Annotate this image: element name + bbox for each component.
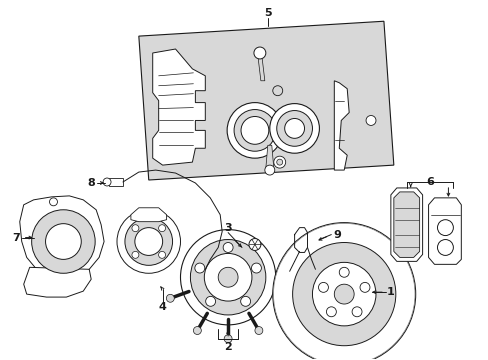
Circle shape <box>226 103 282 158</box>
Circle shape <box>49 198 57 206</box>
Text: 6: 6 <box>426 177 434 187</box>
Circle shape <box>205 296 215 306</box>
Polygon shape <box>257 56 264 81</box>
Text: 4: 4 <box>159 302 166 312</box>
Circle shape <box>334 284 353 304</box>
Circle shape <box>272 223 415 360</box>
Circle shape <box>359 282 369 292</box>
Circle shape <box>180 230 275 325</box>
Polygon shape <box>152 49 205 165</box>
Polygon shape <box>24 267 91 297</box>
Polygon shape <box>139 21 393 180</box>
Circle shape <box>166 294 174 302</box>
Circle shape <box>240 296 250 306</box>
Circle shape <box>253 47 265 59</box>
Circle shape <box>351 307 361 317</box>
Polygon shape <box>131 208 166 222</box>
Circle shape <box>437 239 452 255</box>
Circle shape <box>318 282 328 292</box>
Circle shape <box>366 116 375 125</box>
Circle shape <box>193 327 201 334</box>
Circle shape <box>218 267 238 287</box>
Circle shape <box>117 210 180 273</box>
Text: 3: 3 <box>224 222 231 233</box>
Circle shape <box>103 178 111 186</box>
Circle shape <box>437 220 452 235</box>
Polygon shape <box>427 198 460 264</box>
Circle shape <box>269 104 319 153</box>
Polygon shape <box>390 188 422 261</box>
Circle shape <box>276 159 282 165</box>
Circle shape <box>224 335 232 343</box>
Circle shape <box>158 225 165 232</box>
Polygon shape <box>265 145 273 168</box>
Circle shape <box>158 251 165 258</box>
Circle shape <box>292 243 395 346</box>
Circle shape <box>32 210 95 273</box>
Polygon shape <box>334 81 348 170</box>
Circle shape <box>312 262 375 326</box>
Circle shape <box>45 224 81 260</box>
Text: 5: 5 <box>264 8 271 18</box>
Circle shape <box>204 253 251 301</box>
Circle shape <box>135 228 163 255</box>
Circle shape <box>276 111 312 146</box>
Circle shape <box>190 239 265 315</box>
Circle shape <box>132 251 139 258</box>
Polygon shape <box>20 196 104 279</box>
Circle shape <box>132 225 139 232</box>
Text: 2: 2 <box>224 342 231 352</box>
Circle shape <box>339 267 348 277</box>
Circle shape <box>326 307 336 317</box>
Circle shape <box>124 218 172 265</box>
Text: 8: 8 <box>87 178 95 188</box>
Circle shape <box>248 239 260 251</box>
Circle shape <box>223 243 233 252</box>
Circle shape <box>264 165 274 175</box>
Polygon shape <box>109 178 122 186</box>
Text: 7: 7 <box>12 233 20 243</box>
Circle shape <box>194 263 204 273</box>
Circle shape <box>273 156 285 168</box>
Circle shape <box>241 117 268 144</box>
Circle shape <box>251 263 261 273</box>
Circle shape <box>272 86 282 96</box>
Circle shape <box>254 327 263 334</box>
Circle shape <box>284 118 304 138</box>
Text: 9: 9 <box>333 230 341 239</box>
Text: 1: 1 <box>386 287 394 297</box>
Polygon shape <box>393 192 419 257</box>
Circle shape <box>234 109 275 151</box>
